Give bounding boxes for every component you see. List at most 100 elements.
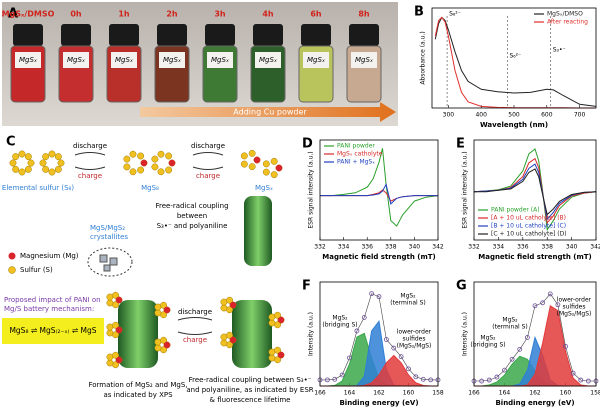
fit-line [320, 293, 438, 381]
data-point [347, 355, 352, 361]
esr-caption: and polyaniline, as indicated by ESR [186, 386, 313, 394]
annotation: (MgS₂/MgS) [557, 311, 592, 318]
sulfur-atom [57, 159, 65, 167]
sulfur-atom [220, 304, 228, 312]
data-point [585, 378, 591, 384]
x-tick-label: 162 [373, 390, 385, 397]
esr-caption: Free-radical coupling between S₃•⁻ [189, 376, 312, 384]
mg-atom [168, 159, 176, 167]
vials: MgSₓ MgSₓ/DMSO MgSₓ 0h MgSₓ 1h MgSₓ 2h MgSₓ 3h MgS… [2, 10, 382, 103]
annotation: (MgS₂/MgS) [397, 343, 432, 350]
x-axis-label: Wavelength (nm) [480, 121, 548, 129]
vial-sticker [255, 52, 281, 68]
annotation: MgS₂ [502, 317, 518, 324]
discharge-label: discharge [73, 142, 107, 150]
sulfur-atom [165, 152, 173, 160]
fit-line [474, 293, 596, 382]
crystallites-text: crystallites [90, 233, 128, 241]
time-label: 2h [166, 10, 178, 19]
sulfur-atom [112, 291, 119, 299]
vial-sticker [111, 52, 137, 68]
vial-label: MgSₓ [67, 56, 85, 64]
vial-cap [109, 24, 139, 46]
sulfur-atom [240, 160, 248, 168]
sulfur-atom [248, 149, 256, 157]
vial-label: MgSₓ [115, 56, 133, 64]
sulfur-atom [137, 152, 145, 160]
mg-atom [140, 159, 148, 167]
time-label: MgSₓ/DMSO [2, 10, 55, 19]
crystal [103, 264, 111, 272]
data-point [517, 346, 523, 352]
sulfur-atom [18, 150, 26, 158]
y-axis-label: Intensity (a.u.) [308, 312, 315, 356]
sulfur-atom [274, 311, 281, 319]
y-axis-label: ESR signal intensity (a.u.) [308, 151, 315, 228]
sulfur-atom [24, 153, 32, 161]
sulfur-atom [262, 160, 270, 168]
annotation: lower-order [397, 329, 432, 336]
mg-icon [8, 252, 16, 260]
mg-atom [253, 156, 261, 164]
x-tick-label: 338 [541, 244, 553, 251]
x-tick-label: 164 [499, 390, 511, 397]
equation: MgS₈ ⇌ MgS₍₂₋ₓ₎ ⇌ MgS [9, 326, 96, 335]
time-label: 6h [310, 10, 322, 19]
sulfur-atom [226, 331, 233, 339]
sulfur-atom [106, 299, 114, 307]
x-tick-label: 162 [529, 390, 541, 397]
annotation: S₃•⁻ [553, 47, 566, 54]
annotation: (terminal S) [492, 324, 527, 331]
time-label: 0h [70, 10, 82, 19]
mg-atom [277, 316, 285, 324]
x-tick-label: 164 [344, 390, 356, 397]
x-tick-label: 166 [314, 390, 326, 397]
mg-atom [229, 336, 237, 344]
sulfur-atom [123, 155, 131, 163]
mgsx-label: MgSₓ [255, 184, 273, 192]
sulfur-atom [48, 168, 56, 176]
sulfur-atom [157, 168, 165, 176]
plot-frame [319, 139, 439, 241]
crystal [99, 254, 108, 263]
x-tick-label: 600 [541, 112, 553, 119]
mg-atom [115, 296, 123, 304]
panel-c: C discharge charge discharge charge Elem… [2, 135, 314, 405]
sulfur-atom [226, 296, 233, 304]
polyaniline-fiber [244, 196, 272, 266]
x-axis-label: Magnetic field strength (mT) [322, 253, 436, 261]
data-point [339, 372, 345, 378]
annotation: S₆²⁻ [509, 53, 521, 60]
xps-caption: as indicated by XPS [103, 391, 173, 399]
x-axis-label: Binding energy (eV) [495, 399, 574, 407]
sulfur-atom [12, 153, 20, 161]
data-point [361, 315, 367, 320]
mg-atom [163, 306, 171, 314]
x-tick-label: 336 [517, 244, 529, 251]
data-point [486, 377, 492, 383]
series-line [474, 168, 597, 216]
panel-label: E [456, 137, 465, 152]
annotation: (bridging S) [322, 322, 357, 329]
x-tick-label: 160 [560, 390, 572, 397]
annotation: MgS₂ [400, 293, 416, 300]
coupling-text: Free-radical coupling [155, 202, 228, 210]
data-point [398, 354, 404, 360]
x-axis-label: Binding energy (eV) [339, 399, 418, 407]
sulfur-atom [18, 168, 26, 176]
legend-mg: Magnesium (Mg) [20, 252, 79, 260]
s-icon [8, 266, 16, 274]
vial-cap [349, 24, 379, 46]
data-point [354, 328, 360, 334]
data-point [502, 367, 507, 373]
data-point [369, 291, 375, 297]
x-tick-label: 334 [338, 244, 350, 251]
x-tick-label: 340 [409, 244, 421, 251]
sulfur-atom [270, 171, 278, 179]
time-label: 1h [118, 10, 130, 19]
sulfur-atom [129, 150, 137, 158]
legend-label: PANI powder [337, 143, 375, 150]
annotation: sulfides [402, 336, 425, 343]
vial-cap [61, 24, 91, 46]
sulfur-atom [160, 336, 167, 344]
